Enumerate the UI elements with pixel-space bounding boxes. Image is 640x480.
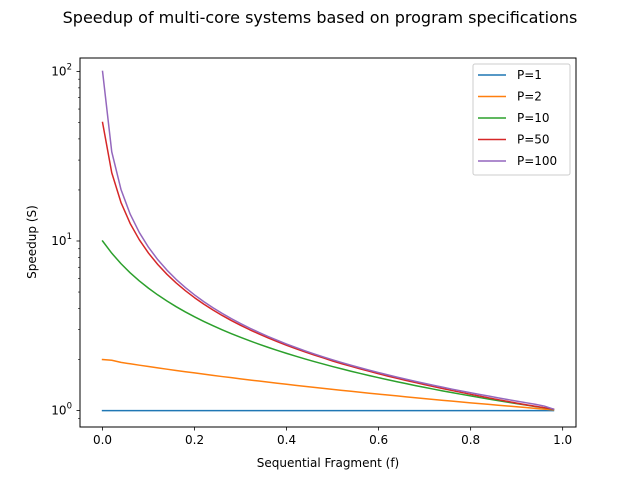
plot-area xyxy=(101,70,555,412)
legend-box xyxy=(472,63,571,176)
y-axis: 100 101 102 xyxy=(51,62,80,419)
series-line-p-50 xyxy=(101,121,555,410)
y-tick-label: 101 xyxy=(51,232,72,248)
x-axis-title: Sequential Fragment (f) xyxy=(257,456,399,470)
y-axis-title: Speedup (S) xyxy=(25,205,39,279)
legend-label: P=100 xyxy=(517,154,557,168)
series-line-p-100 xyxy=(101,70,555,411)
legend-label: P=10 xyxy=(517,111,550,125)
x-tick-label: 0.0 xyxy=(93,433,112,447)
y-tick-label: 102 xyxy=(51,62,72,78)
x-tick-label: 0.2 xyxy=(185,433,204,447)
series-line-p-2 xyxy=(101,358,555,411)
legend-label: P=50 xyxy=(517,133,550,147)
x-tick-label: 0.8 xyxy=(461,433,480,447)
chart-title: Speedup of multi-core systems based on p… xyxy=(63,8,578,27)
legend: P=1 P=2 P=10 P=50 P=100 xyxy=(472,63,571,176)
x-tick-label: 0.6 xyxy=(369,433,388,447)
legend-label: P=1 xyxy=(517,68,542,82)
x-tick-label: 1.0 xyxy=(553,433,572,447)
y-tick-label: 100 xyxy=(51,402,72,418)
x-axis: 0.0 0.2 0.4 0.6 0.8 1.0 xyxy=(93,427,572,447)
axes-frame xyxy=(79,57,577,428)
legend-label: P=2 xyxy=(517,90,542,104)
x-tick-label: 0.4 xyxy=(277,433,296,447)
series-line-p-10 xyxy=(101,239,555,411)
